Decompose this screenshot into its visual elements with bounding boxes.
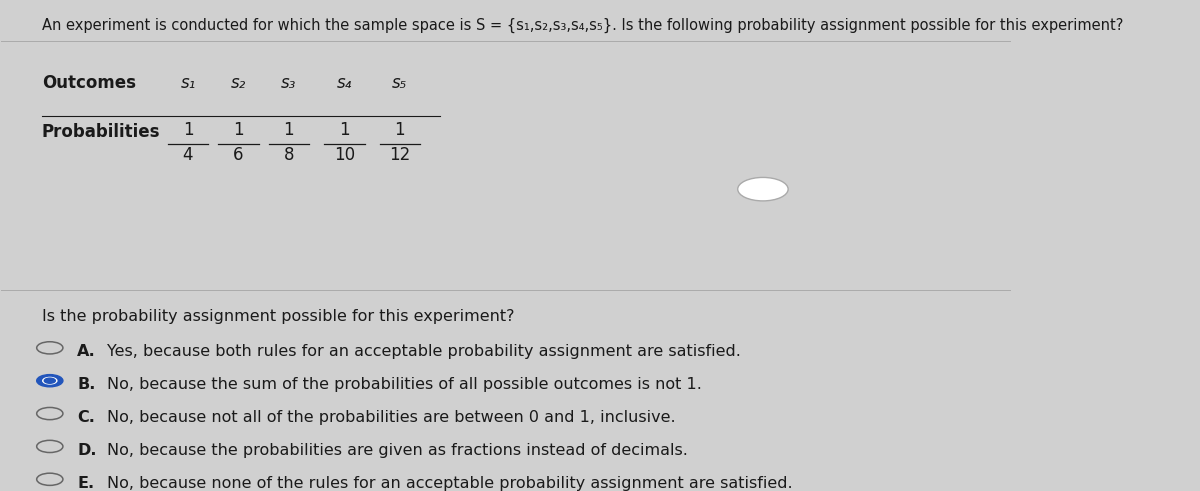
Text: s₄: s₄ (337, 74, 352, 92)
Circle shape (37, 375, 62, 387)
Text: 10: 10 (334, 146, 355, 164)
Text: B.: B. (77, 377, 96, 392)
Text: 1: 1 (182, 121, 193, 139)
Text: Probabilities: Probabilities (42, 123, 161, 141)
Text: s₅: s₅ (392, 74, 408, 92)
Text: 1: 1 (283, 121, 294, 139)
Text: s₁: s₁ (180, 74, 196, 92)
Text: No, because none of the rules for an acceptable probability assignment are satis: No, because none of the rules for an acc… (107, 475, 793, 491)
Text: No, because not all of the probabilities are between 0 and 1, inclusive.: No, because not all of the probabilities… (107, 410, 676, 425)
Text: Is the probability assignment possible for this experiment?: Is the probability assignment possible f… (42, 309, 515, 324)
Text: 4: 4 (182, 146, 193, 164)
Text: 1: 1 (340, 121, 349, 139)
Text: E.: E. (77, 475, 94, 491)
Text: A.: A. (77, 344, 96, 359)
Text: An experiment is conducted for which the sample space is S = {s₁,s₂,s₃,s₄,s₅}. I: An experiment is conducted for which the… (42, 18, 1123, 33)
Text: Outcomes: Outcomes (42, 74, 136, 92)
Text: 12: 12 (389, 146, 410, 164)
Circle shape (43, 378, 56, 384)
Text: s₂: s₂ (230, 74, 246, 92)
Text: 1: 1 (395, 121, 406, 139)
Text: No, because the sum of the probabilities of all possible outcomes is not 1.: No, because the sum of the probabilities… (107, 377, 702, 392)
Text: No, because the probabilities are given as fractions instead of decimals.: No, because the probabilities are given … (107, 443, 688, 458)
Text: C.: C. (77, 410, 95, 425)
Text: Yes, because both rules for an acceptable probability assignment are satisfied.: Yes, because both rules for an acceptabl… (107, 344, 742, 359)
Circle shape (738, 177, 788, 201)
Text: 1: 1 (233, 121, 244, 139)
Circle shape (44, 378, 55, 383)
Text: 8: 8 (283, 146, 294, 164)
Text: 6: 6 (233, 146, 244, 164)
Text: ···: ··· (757, 181, 768, 194)
Text: D.: D. (77, 443, 96, 458)
Text: s₃: s₃ (281, 74, 296, 92)
